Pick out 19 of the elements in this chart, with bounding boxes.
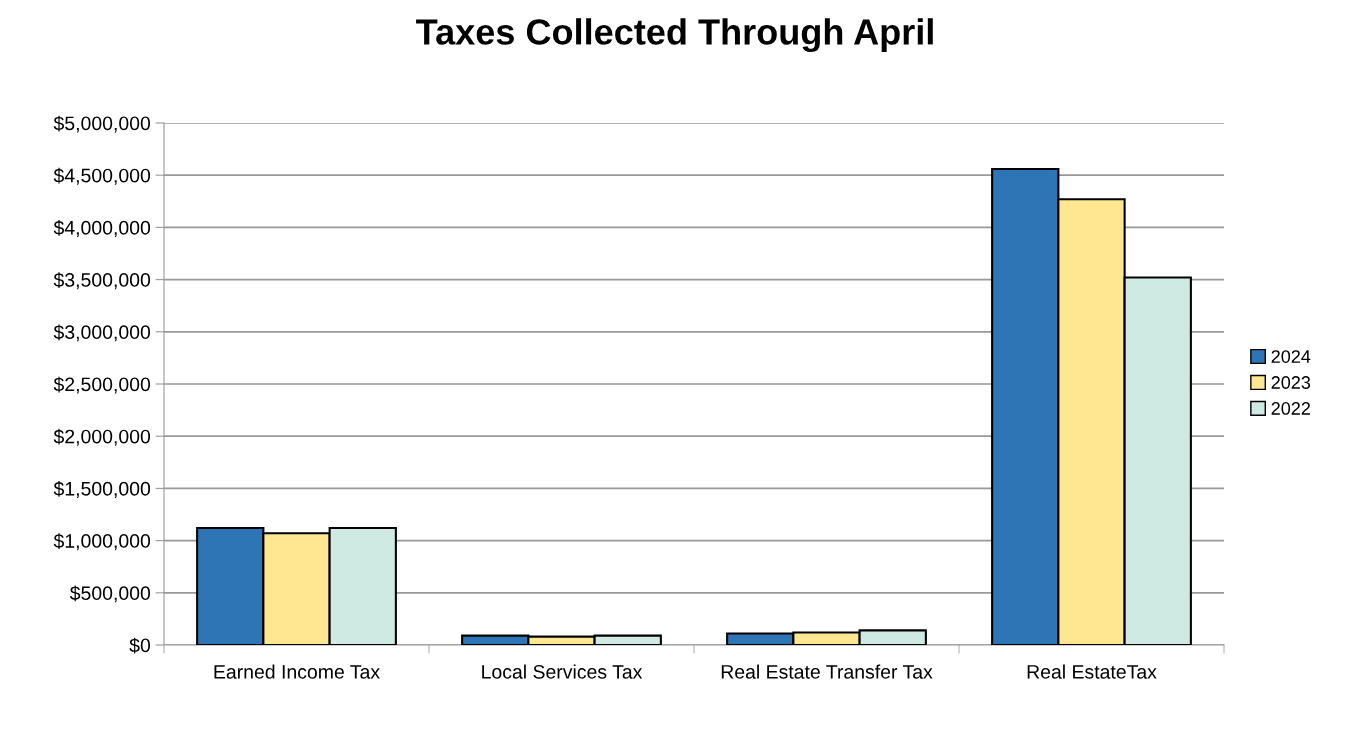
y-tick-label: $4,500,000 xyxy=(53,167,151,185)
y-tick-label: $2,000,000 xyxy=(53,428,151,446)
y-tick-label: $1,000,000 xyxy=(53,533,151,551)
y-tick-label: $500,000 xyxy=(69,585,151,603)
legend-label: 2022 xyxy=(1271,402,1310,415)
legend-label: 2024 xyxy=(1271,350,1311,363)
y-tick-label: $2,500,000 xyxy=(53,376,151,394)
x-tick-label: Local Services Tax xyxy=(482,664,643,679)
y-tick-label: $5,000,000 xyxy=(53,115,151,133)
legend-label: 2023 xyxy=(1271,376,1311,389)
x-tick-label: Real Estate Transfer Tax xyxy=(721,664,933,679)
y-tick-label: $3,000,000 xyxy=(53,324,151,342)
chart-title: Taxes Collected Through April xyxy=(416,18,933,53)
y-tick-label: $0 xyxy=(129,637,151,654)
y-tick-label: $4,000,000 xyxy=(53,220,151,237)
y-tick-label: $1,500,000 xyxy=(53,481,151,498)
x-tick-label: Real EstateTax xyxy=(1027,664,1157,679)
y-tick-label: $3,500,000 xyxy=(53,272,151,290)
x-tick-label: Earned Income Tax xyxy=(214,664,380,679)
